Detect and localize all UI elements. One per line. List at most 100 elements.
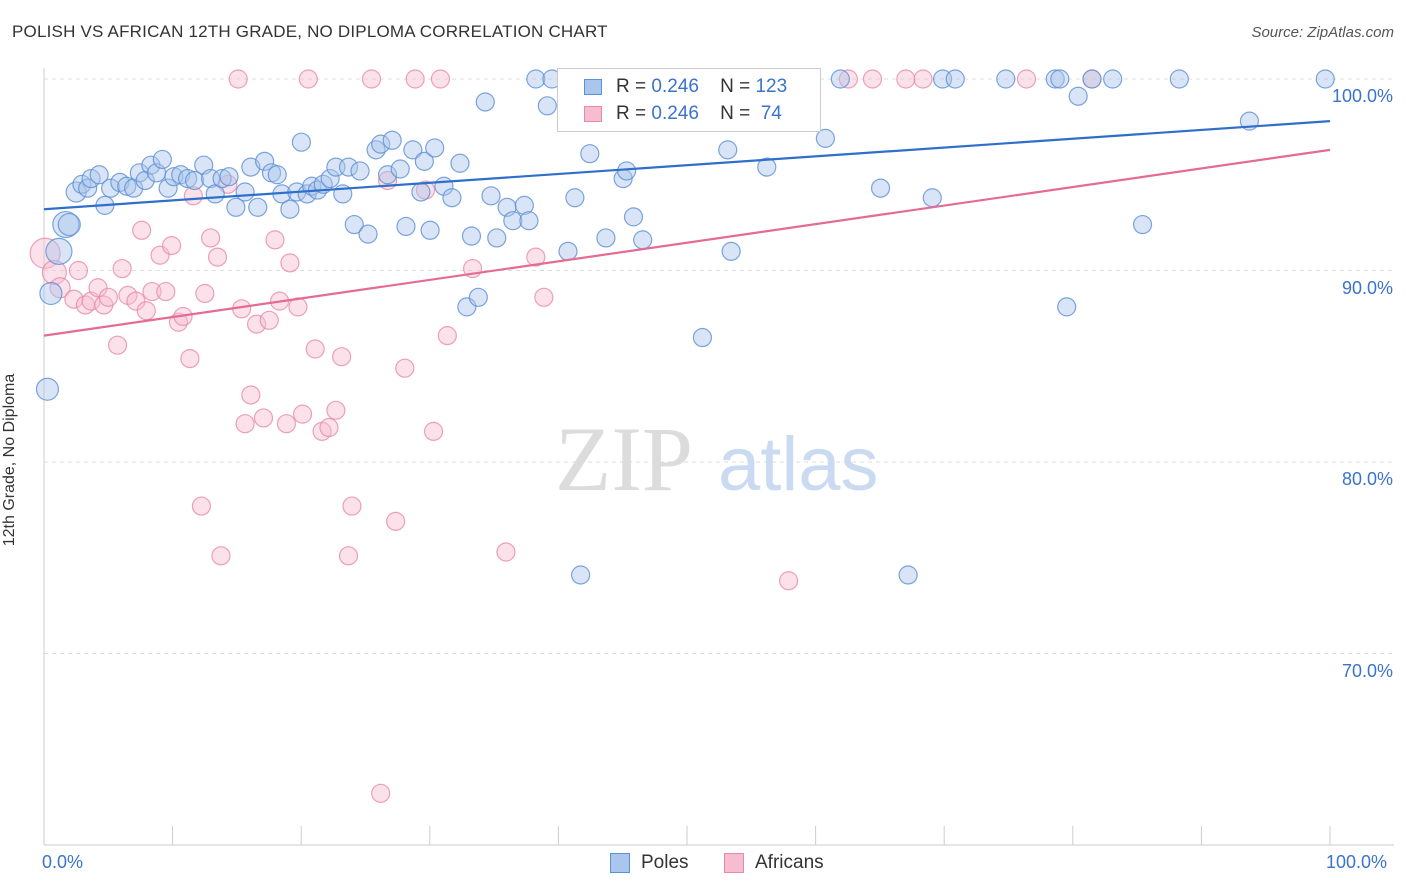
poles-point: [526, 69, 546, 89]
poles-point: [1045, 69, 1065, 89]
africans-point: [112, 258, 132, 279]
poles-point: [382, 130, 402, 150]
africans-point: [405, 69, 425, 89]
africans-point: [207, 247, 228, 267]
africans-point: [68, 260, 89, 281]
legend-r-label: R =: [616, 76, 647, 97]
legend-swatch-poles: [584, 79, 602, 95]
poles-point: [414, 151, 434, 171]
africans-point: [1016, 69, 1037, 89]
watermark-atlas: atlas: [718, 422, 879, 507]
africans-point: [195, 283, 215, 304]
africans-point: [156, 281, 176, 302]
poles-point: [633, 230, 653, 250]
africans-point: [371, 783, 391, 803]
africans-point: [386, 511, 406, 531]
poles-point: [475, 92, 495, 112]
poles-point: [870, 178, 891, 198]
africans-point: [298, 69, 318, 89]
poles-point: [338, 157, 359, 177]
africans-point: [305, 339, 325, 359]
poles-point: [320, 168, 340, 189]
poles-point: [922, 188, 942, 208]
africans-point: [98, 287, 118, 307]
poles-point: [537, 96, 557, 116]
africans-point: [326, 400, 346, 420]
africans-point: [136, 301, 156, 321]
africans-points: [29, 69, 1102, 803]
poles-point: [514, 195, 534, 215]
africans-point: [126, 291, 146, 311]
africans-point: [779, 571, 799, 591]
poles-point: [481, 186, 501, 206]
poles-point: [52, 210, 80, 239]
poles-point: [721, 241, 741, 261]
legend-r-value: 0.246: [651, 76, 699, 97]
africans-point: [361, 69, 382, 89]
africans-point: [342, 496, 362, 516]
poles-point: [358, 224, 378, 244]
africans-point: [235, 414, 255, 434]
stats-legend: R = 0.246 N = 123 R = 0.246 N = 74: [557, 68, 821, 132]
poles-point: [35, 377, 60, 401]
legend-n-value: 74: [755, 103, 782, 124]
poles-point: [1132, 214, 1153, 235]
poles-point: [101, 178, 121, 198]
poles-point: [616, 161, 637, 181]
legend-row-africans: R = 0.246 N = 74: [584, 102, 782, 126]
poles-point: [267, 165, 287, 185]
poles-point: [396, 216, 416, 237]
poles-point: [596, 228, 616, 248]
trend-lines: [43, 120, 1331, 337]
y-tick-label: 100.0%: [1331, 86, 1393, 106]
poles-point: [158, 178, 178, 198]
poles-point: [425, 138, 445, 158]
poles-point: [411, 182, 431, 202]
poles-point: [945, 69, 965, 89]
africans-point: [107, 335, 128, 355]
africans-point: [862, 69, 883, 89]
africans-point: [132, 220, 152, 240]
africans-point: [534, 287, 554, 307]
africans-point: [201, 228, 221, 248]
africans-point: [246, 314, 267, 334]
africans-point: [496, 542, 516, 562]
poles-point: [692, 327, 713, 348]
africans-swatch: [724, 853, 744, 873]
africans-point: [276, 414, 297, 434]
poles-point: [565, 188, 585, 208]
africans-point: [430, 69, 451, 89]
poles-point: [830, 69, 850, 89]
poles-point: [344, 214, 364, 235]
africans-point: [142, 281, 162, 302]
poles-point: [996, 69, 1016, 89]
y-tick-label: 70.0%: [1341, 660, 1393, 681]
y-tick-label: 80.0%: [1341, 469, 1393, 489]
chart-title: POLISH VS AFRICAN 12TH GRADE, NO DIPLOMA…: [12, 22, 608, 41]
poles-point: [461, 226, 482, 246]
africans-point: [526, 247, 546, 267]
africans-point: [88, 278, 108, 298]
poles-point: [558, 241, 578, 261]
africans-trend-line: [43, 148, 1331, 337]
legend-r-value: 0.246: [651, 103, 699, 124]
legend-n-label: N =: [720, 103, 751, 124]
poles-point: [235, 182, 255, 202]
poles-point: [468, 287, 488, 307]
source-label: Source: ZipAtlas.com: [1251, 24, 1394, 41]
poles-point: [718, 140, 738, 160]
poles-point: [371, 134, 391, 154]
poles-point: [280, 199, 300, 219]
africans-point: [161, 236, 182, 256]
africans-point: [241, 385, 261, 405]
axes: [43, 68, 1394, 846]
africans-point: [191, 496, 212, 516]
poles-point: [571, 565, 591, 585]
africans-point: [265, 230, 285, 250]
poles-point: [164, 167, 184, 187]
africans-point: [319, 417, 339, 438]
x-tick-label-min: 0.0%: [42, 852, 84, 872]
poles-point: [255, 151, 275, 171]
poles-point: [450, 153, 470, 173]
poles-point: [291, 132, 311, 152]
